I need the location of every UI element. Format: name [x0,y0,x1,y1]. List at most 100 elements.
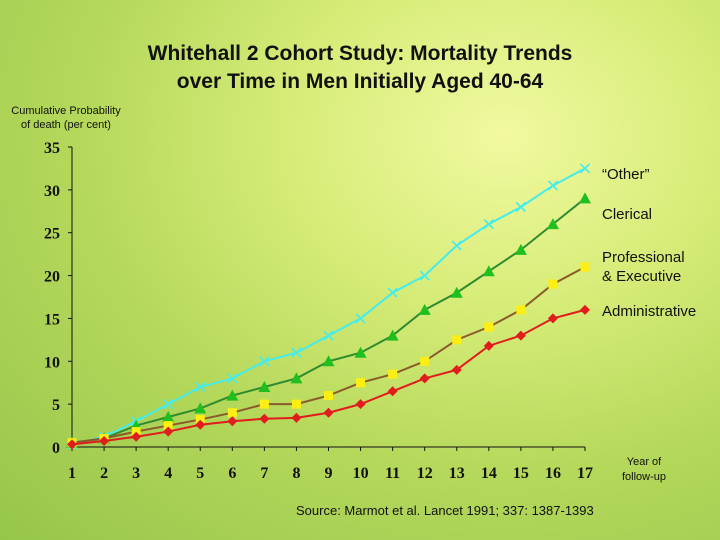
data-point-x-marker [483,219,494,230]
data-point-x-marker [291,347,302,358]
data-point-x-marker [355,313,366,324]
x-tick-label: 6 [228,465,236,482]
y-tick-label: 35 [44,140,60,157]
x-axis-label-line-2: follow-up [621,471,667,483]
data-point-diamond [99,436,110,446]
series-label: Administrative [602,303,696,320]
series-line [71,167,586,446]
data-point-square [195,415,205,425]
data-point-square [580,262,590,272]
y-tick-label: 0 [52,440,60,457]
y-axis-label-line-1: Cumulative Probability [11,105,121,117]
data-point-diamond [195,419,206,430]
x-tick-label: 2 [100,465,108,482]
data-point-x-marker [323,330,334,341]
x-tick-label: 10 [353,465,369,482]
x-tick-label: 8 [292,465,300,482]
series-label: Clerical [602,206,652,223]
chart-title-line-2: over Time in Men Initially Aged 40-64 [176,70,544,93]
chart-title-line-1: Whitehall 2 Cohort Study: Mortality Tren… [147,42,573,65]
data-point-diamond [323,407,334,418]
data-point-x-marker [195,381,206,393]
data-point-diamond [163,426,174,437]
data-point-x-marker [451,240,462,251]
data-point-triangle [386,329,399,341]
y-axis-label: Cumulative Probability of death (per cen… [2,104,130,132]
source-citation: Source: Marmot et al. Lancet 1991; 337: … [296,503,594,518]
series-line [71,308,586,446]
data-point-x-marker [515,201,526,213]
x-axis-label-line-1: Year of [626,456,662,468]
x-tick-label: 13 [449,465,465,482]
data-point-square [516,305,526,315]
data-point-triangle [482,265,495,277]
chart-title: Whitehall 2 Cohort Study: Mortality Tren… [0,40,720,96]
data-point-diamond [355,399,366,410]
data-point-diamond [419,373,430,384]
x-axis-label: Year of follow-up [612,455,676,485]
y-axis-label-line-2: of death (per cent) [21,119,111,131]
y-tick-label: 5 [52,397,60,414]
data-point-triangle [226,389,239,401]
data-point-x-marker [579,163,591,174]
data-point-diamond [291,412,302,423]
data-point-x-marker [387,287,398,298]
x-tick-label: 14 [481,465,497,482]
data-point-diamond [387,386,398,397]
series-label: “Other” [602,166,650,183]
y-tick-label: 10 [44,354,60,371]
y-tick-label: 15 [44,311,60,328]
data-point-square [356,378,366,388]
x-tick-label: 16 [545,465,561,482]
series-line [71,197,586,444]
data-point-triangle [579,192,591,204]
y-tick-label: 20 [44,269,60,286]
data-point-diamond [547,313,558,324]
data-point-square [452,335,462,345]
x-tick-label: 5 [196,465,204,482]
data-point-triangle [450,286,463,298]
y-tick-label: 25 [44,226,60,243]
data-point-triangle [514,243,527,255]
x-tick-label: 3 [132,465,140,482]
data-point-square [163,421,173,431]
data-point-x-marker [163,399,174,410]
data-point-diamond [131,431,142,442]
data-point-square [420,356,430,366]
data-point-diamond [580,304,590,315]
data-point-x-marker [227,373,238,384]
x-tick-label: 15 [513,465,529,482]
data-point-x-marker [259,356,270,367]
data-point-diamond [515,330,526,341]
data-point-x-marker [547,180,559,191]
data-point-square [291,399,301,409]
data-point-diamond [259,413,270,424]
data-point-triangle [354,346,367,358]
data-point-diamond [483,340,494,351]
data-point-triangle [322,355,335,367]
data-point-diamond [67,439,77,450]
x-tick-label: 4 [164,465,172,482]
data-point-triangle [290,372,303,384]
x-tick-label: 11 [385,465,400,482]
series-label: Professional [602,249,685,266]
data-point-diamond [451,364,462,375]
x-tick-label: 12 [417,465,433,482]
data-point-diamond [227,416,238,427]
data-point-square [324,391,333,401]
data-point-x-marker [419,270,430,281]
data-point-square [259,399,269,409]
data-point-triangle [258,381,271,392]
data-point-square [484,322,494,332]
data-point-square [548,279,558,289]
data-point-triangle [162,411,175,422]
data-point-triangle [194,402,207,414]
data-point-square [131,427,141,437]
data-point-triangle [418,303,431,315]
data-point-square [388,369,398,379]
x-tick-label: 7 [260,465,268,482]
series-label: & Executive [602,268,681,285]
y-tick-label: 30 [44,183,60,200]
x-tick-label: 17 [577,465,593,482]
